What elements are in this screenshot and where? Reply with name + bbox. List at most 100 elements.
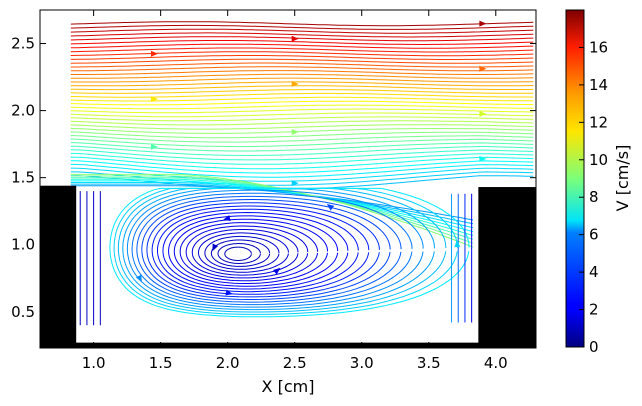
streamline-upper-5 — [70, 156, 534, 170]
y-tick-label: 1.5 — [11, 169, 35, 187]
streamlines — [70, 21, 534, 326]
stream-arrow — [291, 35, 299, 42]
streamline-vortex-20 — [117, 187, 447, 313]
streamline-upper-7 — [70, 149, 534, 161]
colorbar-gradient — [565, 9, 585, 348]
streamline-upper-41 — [70, 21, 534, 27]
streamline-upper-12 — [70, 131, 534, 139]
y-axis-ticks: 0.5 1.0 1.5 2.0 2.5 — [11, 35, 536, 321]
streamline-vortex-6 — [191, 229, 299, 276]
streamline-vortex-17 — [131, 192, 413, 306]
streamline-upper-20 — [70, 100, 534, 106]
y-tick-label: 2.5 — [11, 35, 35, 53]
colorbar-tick-label: 10 — [589, 151, 608, 169]
streamline-vortex-22 — [109, 187, 470, 318]
streamline-vortex-19 — [122, 187, 435, 311]
streamline-upper-15 — [70, 120, 534, 126]
x-axis-ticks: 1.0 1.5 2.0 2.5 3.0 3.5 4.0 — [82, 10, 508, 372]
streamline-upper-34 — [70, 47, 534, 53]
y-tick-label: 1.0 — [11, 236, 35, 254]
plot-area: 1.0 1.5 2.0 2.5 3.0 3.5 4.0 0.5 1.0 1.5 2.0 2.5 — [11, 9, 537, 372]
stream-arrow — [150, 143, 158, 150]
colorbar-tick-label: 6 — [589, 226, 599, 244]
floor-band — [40, 342, 536, 348]
streamline-upper-4 — [70, 160, 534, 174]
streamline-upper-24 — [70, 85, 534, 91]
colorbar-tick-label: 12 — [589, 113, 608, 131]
streamline-upper-38 — [70, 32, 534, 38]
streamline-upper-33 — [70, 51, 534, 57]
stream-arrow — [225, 289, 233, 296]
right-wall — [478, 187, 536, 348]
y-tick-label: 0.5 — [11, 303, 35, 321]
stream-arrow — [291, 180, 299, 187]
streamline-vortex-12 — [157, 208, 359, 293]
x-tick-label: 1.5 — [149, 354, 173, 372]
streamline-upper-6 — [70, 152, 534, 165]
streamline-vortex-9 — [173, 218, 329, 284]
streamline-upper-25 — [70, 81, 534, 87]
streamline-vortex-3 — [210, 239, 271, 267]
streamline-vortex-10 — [168, 215, 339, 287]
streamline-shear-3 — [70, 180, 474, 233]
streamline-upper-40 — [70, 24, 534, 30]
stream-arrow — [291, 80, 299, 87]
stream-arrow — [326, 204, 335, 211]
streamline-vortex-7 — [185, 225, 309, 279]
streamline-upper-27 — [70, 73, 534, 79]
streamline-vortex-16 — [136, 195, 402, 303]
streamline-vortex-14 — [146, 202, 380, 298]
left-wall — [40, 185, 77, 348]
streamline-upper-10 — [70, 138, 534, 148]
streamline-upper-9 — [70, 142, 534, 152]
stream-arrow — [291, 129, 299, 136]
x-axis-label: X [cm] — [262, 377, 315, 396]
streamline-upper-23 — [70, 89, 534, 94]
streamline-upper-37 — [70, 36, 534, 42]
streamline-upper-35 — [70, 43, 534, 49]
stream-arrow — [454, 240, 461, 248]
x-tick-label: 1.0 — [82, 354, 106, 372]
streamline-upper-22 — [70, 92, 534, 98]
x-tick-label: 4.0 — [484, 354, 508, 372]
streamline-vortex-11 — [162, 211, 349, 290]
streamline-vortex-4 — [204, 235, 280, 270]
streamline-upper-32 — [70, 55, 534, 60]
streamline-upper-3 — [70, 163, 534, 178]
streamline-upper-19 — [70, 104, 534, 110]
colorbar-tick-label: 14 — [589, 76, 608, 94]
stream-arrow — [479, 65, 487, 72]
x-tick-label: 2.0 — [216, 354, 240, 372]
streamline-upper-39 — [70, 28, 534, 34]
stream-arrows — [135, 20, 487, 296]
stream-arrow — [150, 50, 158, 57]
streamline-vortex-13 — [151, 205, 370, 295]
streamline-upper-31 — [70, 58, 534, 64]
streamline-upper-13 — [70, 127, 534, 134]
colorbar-tick-label: 2 — [589, 301, 599, 319]
streamline-vortex-18 — [126, 189, 424, 308]
streamline-upper-14 — [70, 124, 534, 130]
plot-frame — [39, 9, 537, 349]
colorbar-tick-label: 0 — [589, 338, 599, 356]
streamline-upper-26 — [70, 77, 534, 83]
stream-arrow — [479, 155, 487, 162]
streamline-upper-8 — [70, 145, 534, 156]
streamline-vortex-5 — [198, 232, 289, 273]
x-tick-label: 3.5 — [417, 354, 441, 372]
walls — [40, 185, 536, 348]
streamline-upper-29 — [70, 66, 534, 72]
x-tick-label: 2.5 — [283, 354, 307, 372]
streamline-upper-30 — [70, 62, 534, 68]
stream-arrow — [223, 215, 231, 221]
stream-arrow — [150, 96, 158, 103]
streamline-upper-11 — [70, 135, 534, 143]
streamline-upper-18 — [70, 108, 534, 114]
streamline-vortex-15 — [141, 198, 391, 300]
streamline-upper-21 — [70, 96, 534, 102]
colorbar-ticks: 0 2 4 6 8 10 12 14 16 — [579, 38, 608, 356]
stream-arrow — [135, 274, 142, 283]
colorbar-tick-label: 4 — [589, 263, 599, 281]
streamline-upper-17 — [70, 112, 534, 118]
